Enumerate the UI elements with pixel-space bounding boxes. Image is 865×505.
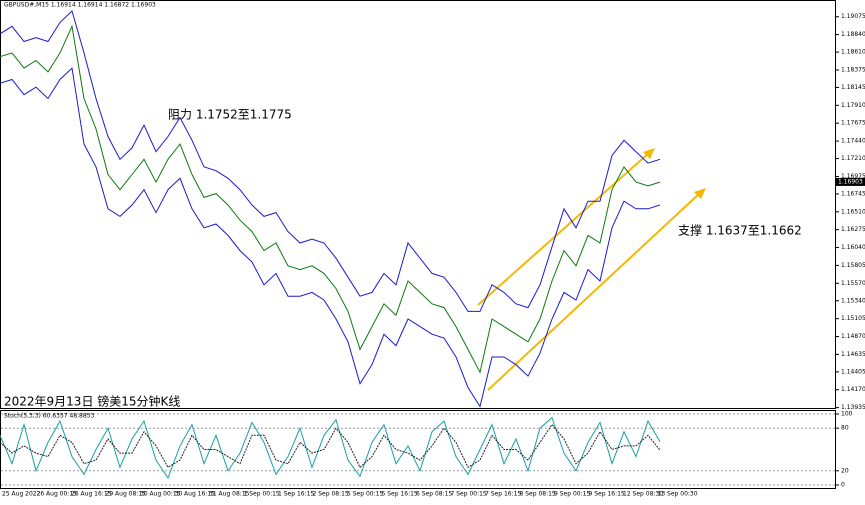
series-line xyxy=(0,10,661,312)
y-tick-label: 1.14405 xyxy=(841,368,865,375)
series-line xyxy=(0,67,661,408)
header: GBPUSD#,M15 1.16914 1.16914 1.16872 1.16… xyxy=(4,2,156,9)
series-line xyxy=(0,416,661,479)
y-tick-label: 1.15340 xyxy=(841,297,865,304)
x-tick-label: 6 Sep 08:15 xyxy=(416,491,452,498)
x-tick-label: 1 Sep 00:15 xyxy=(244,491,280,498)
y-tick-label: 1.16510 xyxy=(841,208,865,215)
arrow-head xyxy=(694,188,706,199)
y-tick-label: 1.17210 xyxy=(841,155,865,162)
y-tick-label: 1.18610 xyxy=(841,49,865,56)
y-tick-label: 1.17440 xyxy=(841,138,865,145)
x-tick-label: 8 Sep 08:15 xyxy=(520,491,556,498)
y-tick-label: 1.15805 xyxy=(841,262,865,269)
y-tick-label: 0 xyxy=(841,482,845,489)
y-tick-label: 1.19075 xyxy=(841,13,865,20)
channel-upper xyxy=(477,151,651,306)
stoch-pane xyxy=(0,410,836,489)
y-tick-label: 1.16745 xyxy=(841,190,865,197)
y-tick-label: 1.14170 xyxy=(841,386,865,393)
x-tick-label: 29 Aug 08:15 xyxy=(106,491,147,498)
y-tick-label: 20 xyxy=(841,467,849,474)
x-tick-label: 9 Sep 00:15 xyxy=(554,491,590,498)
y-tick-label: 1.17910 xyxy=(841,102,865,109)
channel-lower xyxy=(487,192,701,391)
y-tick-label: 1.18840 xyxy=(841,31,865,38)
x-tick-label: 31 Aug 08:15 xyxy=(209,491,250,498)
y-tick-label: 1.18375 xyxy=(841,66,865,73)
y-tick-label: 1.18145 xyxy=(841,84,865,91)
y-tick-label: 100 xyxy=(841,411,853,418)
x-tick-label: 26 Aug 00:15 xyxy=(37,491,78,498)
price-pane xyxy=(0,0,836,409)
x-tick-label: 5 Sep 16:15 xyxy=(382,491,418,498)
y-tick-label: 1.16040 xyxy=(841,244,865,251)
x-tick-label: 30 Aug 00:15 xyxy=(140,491,181,498)
price-label: 1.16903 xyxy=(838,178,863,185)
x-tick-label: 25 Aug 2022 xyxy=(2,491,41,498)
annotation: 支撑 1.1637至1.1662 xyxy=(678,223,802,238)
y-tick-label: 80 xyxy=(841,425,849,432)
y-tick-label: 1.16975 xyxy=(841,173,865,180)
arrow-head xyxy=(643,148,655,159)
x-tick-label: 13 Sep 00:30 xyxy=(658,491,698,498)
series-line xyxy=(0,423,661,469)
y-tick-label: 1.16275 xyxy=(841,226,865,233)
x-tick-label: 12 Sep 08:30 xyxy=(623,491,663,498)
y-tick-label: 1.14635 xyxy=(841,351,865,358)
caption: 2022年9月13日 镑美15分钟K线 xyxy=(4,394,180,409)
annotation: 阻力 1.1752至1.1775 xyxy=(168,108,292,122)
y-tick-label: 1.15105 xyxy=(841,315,865,322)
x-tick-label: 30 Aug 16:15 xyxy=(175,491,216,498)
x-tick-label: 7 Sep 00:15 xyxy=(451,491,487,498)
y-tick-label: 1.15570 xyxy=(841,280,865,287)
x-tick-label: 26 Aug 16:15 xyxy=(71,491,112,498)
y-tick-label: 1.14870 xyxy=(841,333,865,340)
x-tick-label: 5 Sep 00:15 xyxy=(347,491,383,498)
x-tick-label: 1 Sep 16:15 xyxy=(278,491,314,498)
x-tick-label: 2 Sep 08:15 xyxy=(313,491,349,498)
x-tick-label: 9 Sep 16:15 xyxy=(589,491,625,498)
indicator-label: Stoch(5,3,3) 60.6357 48.8853 xyxy=(4,413,95,420)
series-line xyxy=(0,24,661,374)
y-tick-label: 1.17675 xyxy=(841,120,865,127)
x-tick-label: 7 Sep 16:15 xyxy=(485,491,521,498)
plot: 1.19075 1.18840 1.18610 1.18375 1.18145 1.179… xyxy=(0,10,865,498)
y-tick-label: 1.13935 xyxy=(841,404,865,411)
price-box xyxy=(836,177,865,186)
